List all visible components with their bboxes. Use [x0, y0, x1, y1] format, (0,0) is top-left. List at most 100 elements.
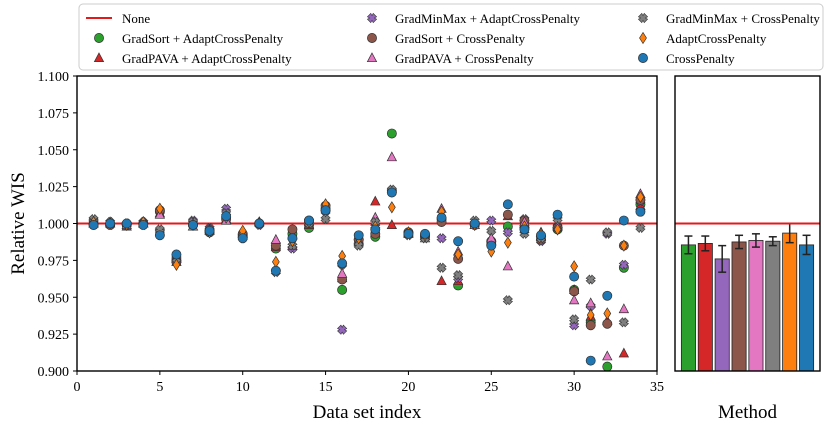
point-crosspenalty-18	[370, 224, 381, 235]
y-tick-label: 0.925	[38, 328, 70, 343]
point-crosspenalty-28	[536, 230, 546, 241]
y-tick-label: 1.050	[38, 144, 70, 159]
point-crosspenalty-32	[602, 290, 613, 301]
legend-label: None	[122, 11, 150, 26]
point-gradpava-adaptcrosspenalty-33	[618, 347, 630, 358]
series-gradsort-adaptcrosspenalty	[88, 128, 646, 372]
point-gradpava-crosspenalty-30	[568, 294, 580, 305]
point-crosspenalty-1	[88, 220, 99, 230]
point-crosspenalty-9	[221, 211, 232, 222]
legend-entry-none: None	[86, 11, 150, 26]
legend: None GradSort + AdaptCrossPenalty GradPAVA…	[78, 3, 824, 71]
point-adaptcrosspenalty-31	[586, 308, 595, 322]
point-crosspenalty-7	[188, 220, 198, 230]
point-crosspenalty-27	[519, 224, 530, 235]
legend-label: CrossPenalty	[666, 51, 735, 66]
point-crosspenalty-34	[635, 206, 646, 217]
point-gradsort-crosspenalty-13	[287, 224, 298, 235]
legend-swatch-marker	[94, 33, 104, 43]
legend-entry-gradpava-adaptcrosspenalty: GradPAVA + AdaptCrossPenalty	[93, 51, 292, 66]
x-tick-label: 35	[650, 380, 664, 395]
legend-swatch-marker	[93, 52, 105, 63]
point-crosspenalty-20	[403, 228, 414, 239]
point-crosspenalty-17	[353, 230, 364, 241]
point-adaptcrosspenalty-6	[172, 258, 181, 271]
point-adaptcrosspenalty-5	[155, 202, 164, 215]
point-gradminmax-crosspenalty-22	[436, 262, 447, 273]
point-gradpava-crosspenalty-26	[502, 260, 514, 271]
y-axis-label: Relative WIS	[8, 172, 29, 275]
series-crosspenalty	[88, 187, 646, 366]
point-crosspenalty-3	[121, 218, 132, 229]
point-adaptcrosspenalty-32	[603, 307, 612, 320]
point-gradpava-crosspenalty-12	[270, 233, 282, 244]
legend-entry-gradminmax-adaptcrosspenalty: GradMinMax + AdaptCrossPenalty	[366, 11, 580, 26]
y-tick-label: 1.025	[38, 181, 70, 196]
point-gradminmax-adaptcrosspenalty-16	[337, 324, 348, 335]
legend-entry-gradpava-crosspenalty: GradPAVA + CrossPenalty	[366, 51, 534, 66]
legend-box	[78, 3, 824, 71]
legend-entry-crosspenalty: CrossPenalty	[638, 51, 735, 66]
point-gradpava-crosspenalty-31	[585, 297, 596, 308]
point-gradsort-adaptcrosspenalty-32	[602, 361, 613, 372]
legend-entry-gradsort-crosspenalty: GradSort + CrossPenalty	[367, 31, 526, 46]
bar-gradminmax-crosspenalty	[765, 240, 781, 372]
y-tick-label: 0.975	[38, 254, 70, 269]
point-gradpava-adaptcrosspenalty-22	[436, 275, 447, 286]
point-crosspenalty-31	[585, 355, 596, 366]
point-gradpava-crosspenalty-19	[386, 151, 398, 162]
point-gradminmax-adaptcrosspenalty-22	[436, 233, 447, 244]
point-adaptcrosspenalty-26	[503, 236, 512, 249]
point-crosspenalty-30	[569, 271, 580, 282]
scatter-panel: 0 5 10 15 20 25 30 35 0.900 0.925 0.950 0.975 1.000 1…	[8, 70, 664, 423]
point-adaptcrosspenalty-19	[387, 201, 396, 214]
point-crosspenalty-4	[138, 220, 149, 230]
point-crosspenalty-23	[453, 236, 464, 247]
bar-gradsort-crosspenalty	[731, 241, 747, 372]
bar-crosspenalty	[799, 244, 815, 372]
y-tick-label: 0.950	[38, 291, 70, 306]
y-tick-label: 1.000	[38, 218, 70, 233]
point-gradsort-crosspenalty-31	[585, 320, 596, 331]
x-tick-label: 5	[156, 380, 163, 395]
point-crosspenalty-24	[469, 218, 480, 229]
bar-gradminmax-adaptcrosspenalty	[714, 258, 730, 372]
point-crosspenalty-11	[254, 218, 265, 229]
point-crosspenalty-16	[337, 258, 348, 269]
y-tick-label: 0.900	[38, 365, 70, 380]
legend-label: GradSort + CrossPenalty	[395, 31, 526, 46]
point-gradminmax-adaptcrosspenalty-26	[502, 227, 513, 238]
legend-entry-gradsort-adaptcrosspenalty: GradSort + AdaptCrossPenalty	[94, 31, 284, 46]
x-axis-label: Data set index	[313, 402, 422, 423]
x-tick-label: 20	[401, 380, 415, 395]
point-crosspenalty-25	[486, 240, 497, 251]
x-tick-label: 30	[567, 380, 581, 395]
point-gradminmax-adaptcrosspenalty-25	[486, 215, 497, 226]
point-gradpava-crosspenalty-33	[618, 303, 630, 314]
point-gradminmax-crosspenalty-32	[602, 227, 613, 238]
bar-gradsort-adaptcrosspenalty	[680, 244, 696, 372]
point-adaptcrosspenalty-30	[570, 260, 579, 273]
legend-swatch-marker	[639, 31, 647, 45]
bar-gradpava-adaptcrosspenalty	[697, 243, 713, 372]
point-gradsort-crosspenalty-26	[502, 209, 513, 220]
point-crosspenalty-33	[618, 215, 629, 226]
point-gradminmax-adaptcrosspenalty-33	[618, 259, 629, 270]
bar-plot-frame	[674, 75, 821, 372]
point-crosspenalty-5	[154, 230, 165, 241]
bar-adaptcrosspenalty	[782, 232, 798, 372]
point-gradsort-adaptcrosspenalty-16	[337, 284, 348, 295]
point-gradsort-crosspenalty-32	[602, 318, 613, 329]
point-adaptcrosspenalty-12	[271, 255, 280, 269]
point-crosspenalty-2	[105, 218, 116, 229]
point-adaptcrosspenalty-23	[454, 248, 463, 261]
legend-swatch-marker	[638, 53, 648, 63]
point-crosspenalty-8	[204, 225, 215, 236]
point-gradminmax-crosspenalty-15	[320, 213, 331, 225]
point-gradpava-adaptcrosspenalty-19	[386, 219, 398, 230]
point-adaptcrosspenalty-33	[619, 239, 628, 252]
legend-entry-gradminmax-crosspenalty: GradMinMax + CrossPenalty	[637, 11, 820, 26]
point-gradpava-crosspenalty-16	[336, 267, 348, 278]
legend-swatch-marker	[366, 12, 378, 24]
